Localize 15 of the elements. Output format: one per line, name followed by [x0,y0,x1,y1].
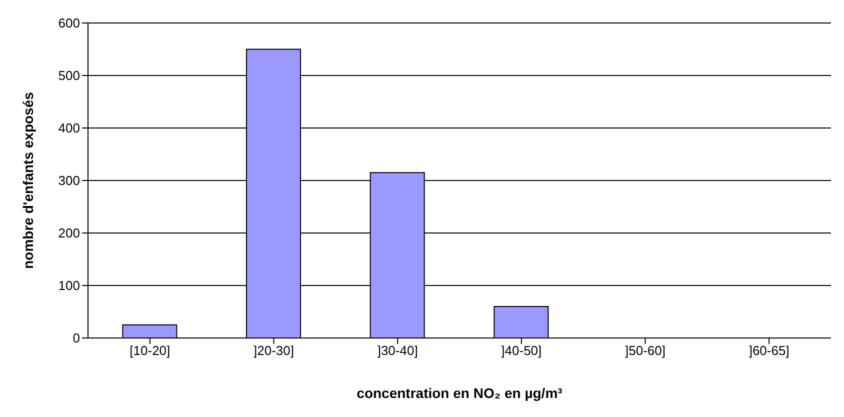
y-tick-label: 400 [58,120,80,136]
x-tick-label: ]20-30] [254,343,294,358]
y-tick-label: 0 [72,330,80,346]
y-tick-label: 200 [58,226,80,241]
x-tick-label: ]40-50] [501,343,542,358]
x-tick-label: ]50-60] [625,343,666,358]
y-tick-label: 500 [58,68,80,84]
x-tick-label: ]60-65] [748,343,790,358]
y-tick-label: 600 [58,16,80,31]
y-axis-title: nombre d'enfants exposés [20,92,36,269]
y-tick-label: 100 [58,278,80,294]
x-axis-title: concentration en NO₂ en µg/m³ [356,385,563,401]
x-tick-label: [10-20] [130,343,170,358]
x-tick-label: ]30-40] [377,343,418,358]
y-tick-label: 300 [58,173,80,188]
